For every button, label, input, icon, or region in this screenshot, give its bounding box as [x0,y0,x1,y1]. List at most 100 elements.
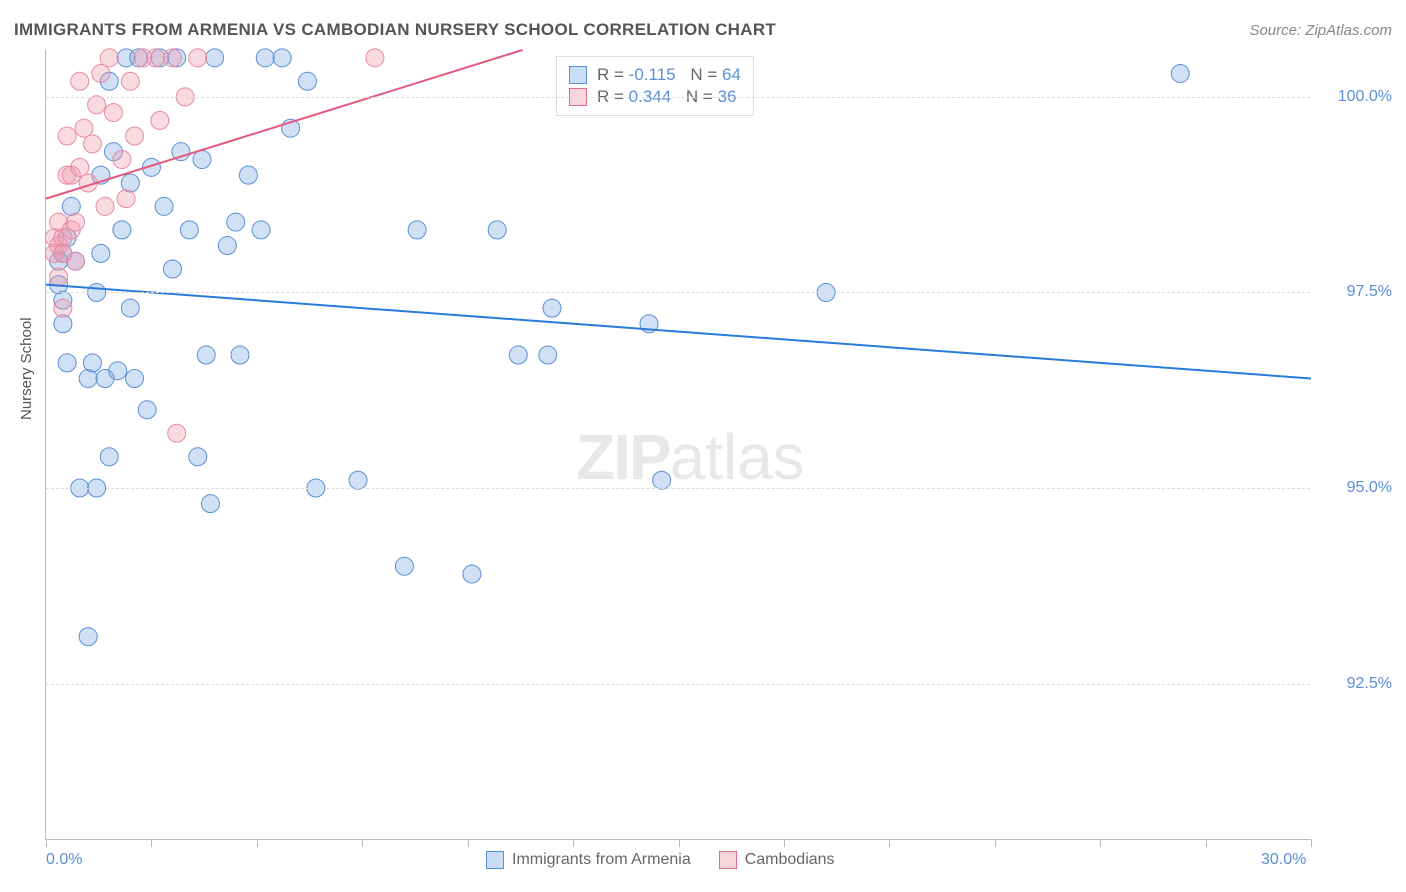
legend-item: Cambodians [719,851,835,869]
data-point [50,268,68,286]
x-tick [362,839,363,847]
legend-item-label: Immigrants from Armenia [512,851,691,869]
data-point [117,190,135,208]
data-point [155,197,173,215]
data-point [92,244,110,262]
data-point [408,221,426,239]
data-point [121,299,139,317]
data-point [138,401,156,419]
data-point [58,354,76,372]
grid-line [46,97,1310,98]
data-point [543,299,561,317]
x-tick [573,839,574,847]
trend-line [46,50,522,199]
source-label: Source: ZipAtlas.com [1249,22,1392,39]
y-tick-label: 95.0% [1347,479,1392,497]
legend-item: Immigrants from Armenia [486,851,691,869]
data-point [83,354,101,372]
data-point [539,346,557,364]
data-point [71,72,89,90]
data-point [79,628,97,646]
data-point [227,213,245,231]
data-point [113,151,131,169]
legend-item-label: Cambodians [745,851,835,869]
data-point [109,362,127,380]
data-point [96,197,114,215]
x-tick [1206,839,1207,847]
data-point [67,213,85,231]
x-tick [468,839,469,847]
grid-line [46,488,1310,489]
data-point [206,49,224,67]
grid-line [46,684,1310,685]
data-point [349,471,367,489]
y-tick-label: 97.5% [1347,283,1392,301]
data-point [164,49,182,67]
data-point [252,221,270,239]
data-point [100,49,118,67]
legend-swatch-pink-icon [719,851,737,869]
data-point [231,346,249,364]
data-point [58,127,76,145]
y-tick-label: 100.0% [1338,88,1392,106]
x-tick [1100,839,1101,847]
data-point [395,557,413,575]
data-point [147,49,165,67]
data-point [509,346,527,364]
legend-n-label: N = 64 [686,65,741,85]
data-point [273,49,291,67]
data-point [193,151,211,169]
data-point [126,127,144,145]
legend-bottom: Immigrants from Armenia Cambodians [486,851,835,869]
data-point [298,72,316,90]
legend-stats-row: R = -0.115 N = 64 [569,65,741,85]
data-point [189,49,207,67]
x-tick [46,839,47,847]
data-point [100,448,118,466]
data-point [201,495,219,513]
data-point [71,158,89,176]
data-point [79,370,97,388]
data-point [88,96,106,114]
legend-swatch-blue-icon [569,66,587,84]
data-point [1171,64,1189,82]
grid-line [46,292,1310,293]
x-tick [1311,839,1312,847]
header: IMMIGRANTS FROM ARMENIA VS CAMBODIAN NUR… [14,20,1392,40]
legend-r-label: R = -0.115 [597,65,676,85]
data-point [366,49,384,67]
y-tick-label: 92.5% [1347,675,1392,693]
x-tick [257,839,258,847]
legend-swatch-blue-icon [486,851,504,869]
data-point [62,197,80,215]
data-point [463,565,481,583]
chart-svg [46,50,1310,839]
x-tick-label: 30.0% [1261,851,1306,869]
x-tick [889,839,890,847]
data-point [653,471,671,489]
data-point [164,260,182,278]
x-tick [995,839,996,847]
chart-title: IMMIGRANTS FROM ARMENIA VS CAMBODIAN NUR… [14,20,776,40]
data-point [67,252,85,270]
data-point [488,221,506,239]
data-point [92,64,110,82]
data-point [256,49,274,67]
data-point [218,237,236,255]
data-point [113,221,131,239]
x-tick [679,839,680,847]
data-point [151,111,169,129]
x-tick [784,839,785,847]
data-point [121,72,139,90]
y-axis-label: Nursery School [18,317,35,420]
data-point [75,119,93,137]
data-point [189,448,207,466]
data-point [197,346,215,364]
data-point [83,135,101,153]
legend-r-value: -0.115 [629,65,676,84]
data-point [126,370,144,388]
data-point [239,166,257,184]
plot-area: ZIPatlas R = -0.115 N = 64 R = 0.344 N =… [45,50,1310,840]
data-point [168,424,186,442]
data-point [121,174,139,192]
